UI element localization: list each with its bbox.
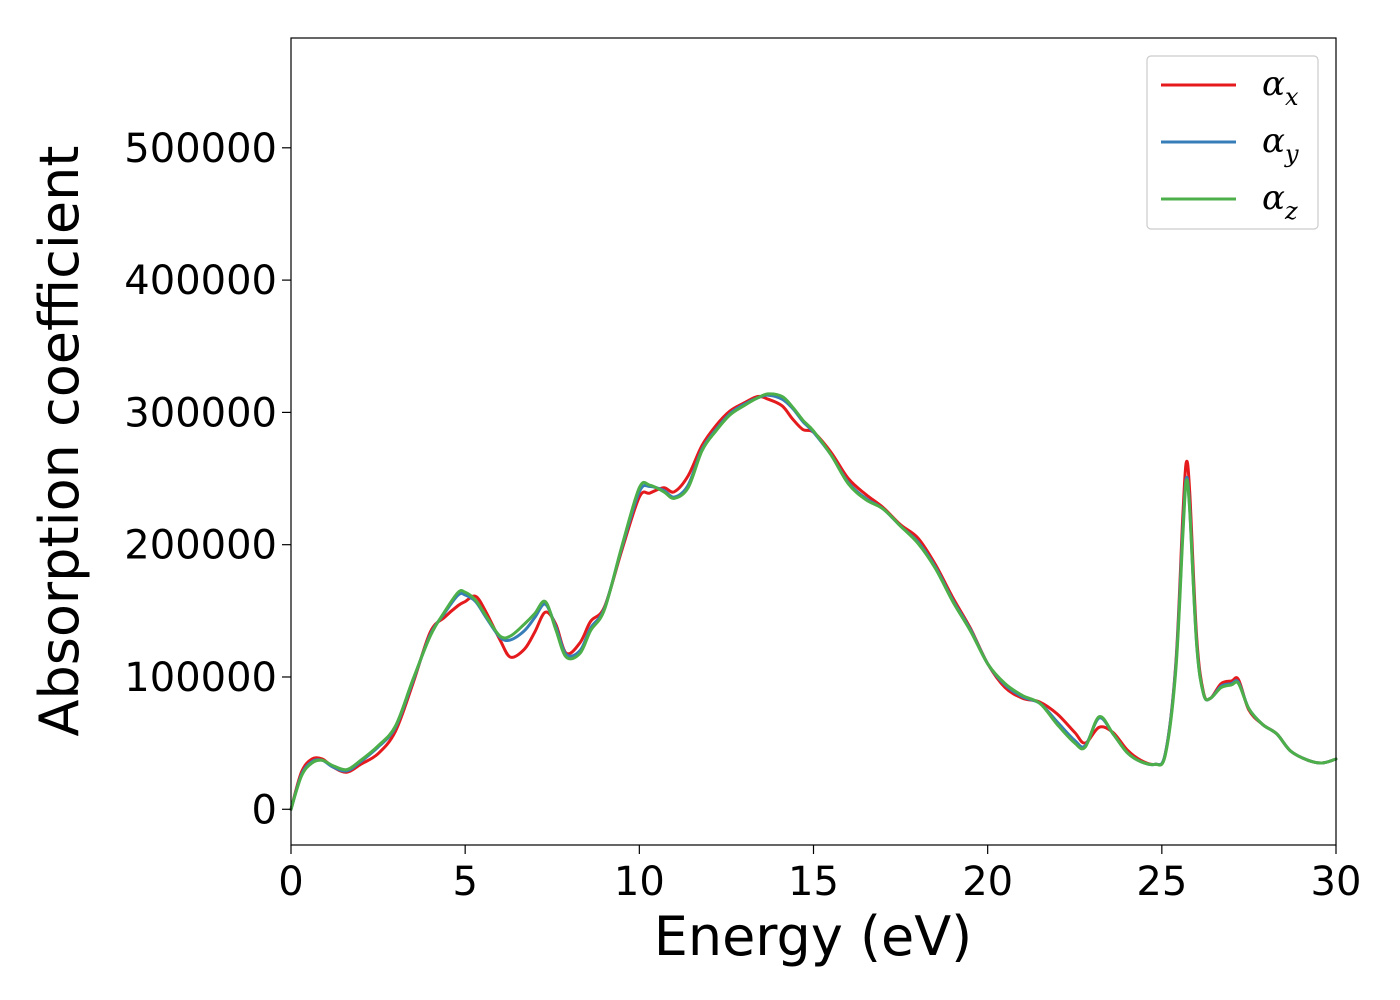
- series-line-alpha-z: [289, 392, 1338, 811]
- y-tick-label: 100000: [124, 655, 277, 701]
- x-tick-label: 10: [614, 859, 665, 905]
- x-tick-label: 20: [962, 859, 1013, 905]
- y-axis-label: Absorption coefficient: [28, 146, 91, 737]
- x-tick-label: 30: [1311, 859, 1362, 905]
- x-tick-label: 15: [788, 859, 839, 905]
- y-tick-label: 0: [252, 787, 277, 833]
- x-tick-label: 0: [278, 859, 303, 905]
- y-tick-label: 500000: [124, 126, 277, 172]
- x-tick-label: 25: [1136, 859, 1187, 905]
- x-axis-ticks: 0 5 10 15 20 25 30: [278, 845, 1361, 905]
- y-tick-label: 200000: [124, 523, 277, 569]
- y-tick-label: 300000: [124, 390, 277, 436]
- series-layer: [289, 392, 1338, 811]
- x-tick-label: 5: [452, 859, 477, 905]
- y-axis-ticks: 0 100000 200000 300000 400000 500000: [124, 126, 291, 833]
- y-tick-label: 400000: [124, 258, 277, 304]
- x-axis-label: Energy (eV): [654, 905, 973, 968]
